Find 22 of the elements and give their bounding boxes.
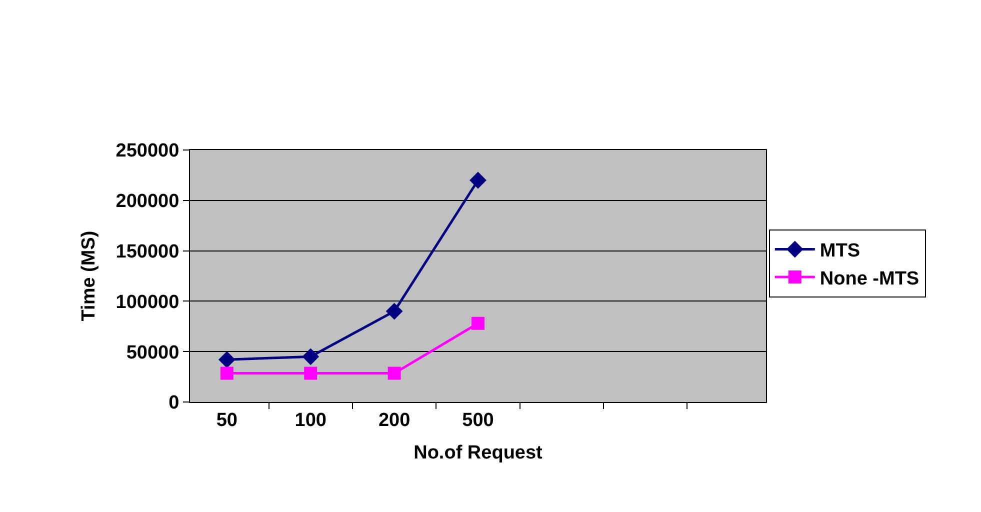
y-tick-label: 100000	[116, 292, 180, 313]
x-tick-label: 200	[378, 410, 410, 431]
point	[218, 351, 236, 368]
legend-label: None -MTS	[820, 268, 920, 290]
y-tick-label: 200000	[116, 191, 180, 212]
x-tick-label: 500	[462, 410, 494, 431]
x-axis-title: No.of Request	[414, 442, 544, 464]
point	[470, 172, 486, 189]
point	[220, 366, 234, 380]
point	[302, 348, 320, 366]
point	[472, 316, 484, 330]
y-tick-label: 250000	[116, 140, 180, 162]
y-axis-title: Time (MS)	[78, 230, 100, 322]
point	[388, 366, 401, 380]
y-tick-label: 0	[168, 392, 180, 414]
x-tick-label: 100	[294, 410, 326, 431]
y-tick-label: 150000	[116, 241, 180, 262]
x-tick-label: 50	[216, 410, 238, 431]
y-tick-label: 50000	[126, 342, 180, 364]
point	[304, 366, 318, 380]
legend-label: MTS	[820, 240, 860, 262]
point	[386, 302, 403, 320]
